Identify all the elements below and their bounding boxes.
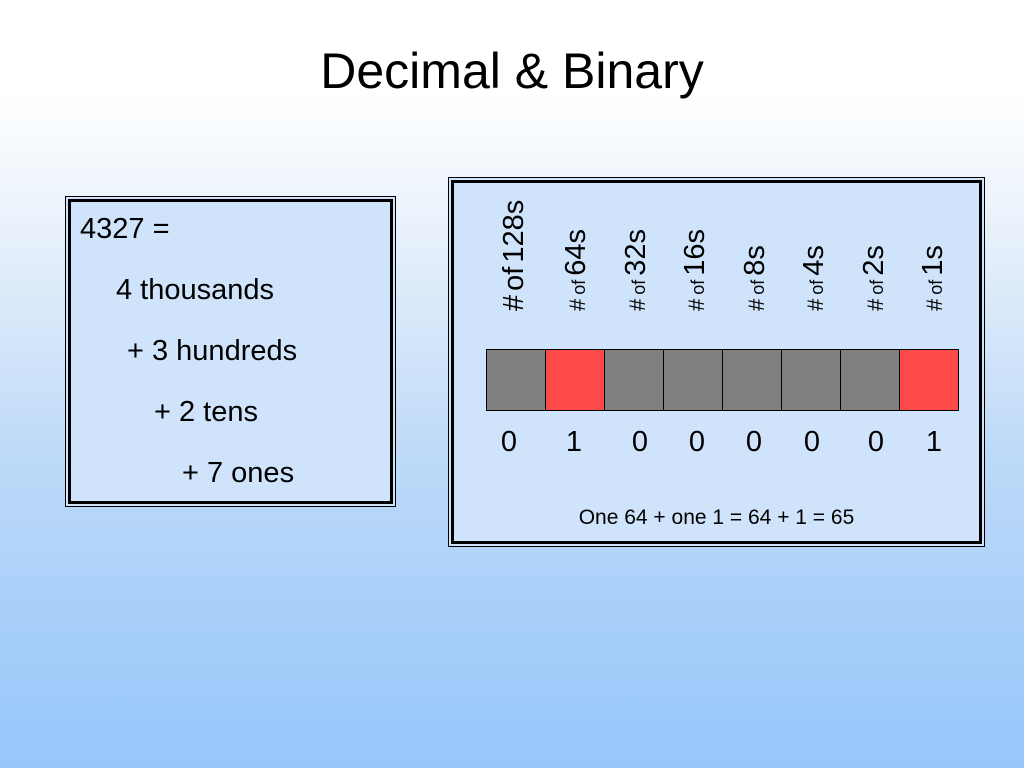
- bit-digit-2s: 0: [867, 426, 885, 458]
- place-label-64s: # of 64s: [555, 180, 595, 340]
- place-label-of: of: [926, 279, 947, 295]
- place-label-value: 8s: [738, 245, 771, 276]
- place-label-1s: # of 1s: [912, 180, 952, 340]
- place-label-of: of: [807, 279, 828, 295]
- place-label-128s: # of 128s: [496, 180, 536, 340]
- place-label-of: of: [688, 279, 709, 295]
- bit-digit-128s: 0: [500, 426, 518, 458]
- bit-cell-32s: [604, 349, 664, 411]
- place-label-of: of: [866, 279, 887, 295]
- place-label-hash: #: [565, 298, 591, 311]
- place-label-hash: #: [862, 298, 888, 311]
- place-label-hash: #: [497, 294, 530, 311]
- decimal-line-number: 4327 =: [80, 213, 170, 245]
- place-label-value: 128s: [497, 199, 530, 263]
- place-label-hash: #: [743, 298, 769, 311]
- place-label-of: of: [628, 279, 649, 295]
- place-label-value: 64s: [560, 228, 593, 276]
- place-label-hash: #: [684, 298, 710, 311]
- bit-digit-32s: 0: [631, 426, 649, 458]
- decimal-line-ones: + 7 ones: [182, 457, 295, 489]
- place-label-value: 2s: [857, 245, 890, 276]
- place-label-of: of: [569, 279, 590, 295]
- place-label-hash: #: [624, 298, 650, 311]
- decimal-line-tens: + 2 tens: [154, 396, 258, 428]
- slide-title: Decimal & Binary: [320, 43, 704, 99]
- bit-cell-8s: [722, 349, 782, 411]
- decimal-line-hundreds: + 3 hundreds: [127, 335, 298, 367]
- place-label-value: 32s: [619, 228, 652, 276]
- bit-digit-16s: 0: [688, 426, 706, 458]
- place-label-of: of: [747, 279, 768, 295]
- binary-caption: One 64 + one 1 = 64 + 1 = 65: [578, 506, 855, 529]
- place-label-value: 16s: [679, 228, 712, 276]
- place-label-16s: # of 16s: [674, 180, 714, 340]
- bit-cell-4s: [781, 349, 841, 411]
- bit-cell-64s: [545, 349, 605, 411]
- bit-digit-64s: 1: [565, 426, 583, 458]
- decimal-line-thousands: 4 thousands: [116, 274, 275, 306]
- bit-cells: [486, 349, 959, 411]
- decimal-box: [65, 196, 396, 507]
- place-label-of: of: [497, 266, 530, 291]
- place-label-4s: # of 4s: [793, 180, 833, 340]
- bit-cell-2s: [840, 349, 900, 411]
- place-label-hash: #: [922, 298, 948, 311]
- place-label-2s: # of 2s: [853, 180, 893, 340]
- bit-cell-1s: [899, 349, 959, 411]
- bit-digit-1s: 1: [925, 426, 943, 458]
- bit-digit-8s: 0: [745, 426, 763, 458]
- place-label-hash: #: [803, 298, 829, 311]
- bit-cell-16s: [663, 349, 723, 411]
- bit-cell-128s: [486, 349, 546, 411]
- place-label-8s: # of 8s: [734, 180, 774, 340]
- place-label-32s: # of 32s: [615, 180, 655, 340]
- place-label-value: 4s: [798, 245, 831, 276]
- bit-digit-4s: 0: [803, 426, 821, 458]
- place-label-value: 1s: [917, 245, 950, 276]
